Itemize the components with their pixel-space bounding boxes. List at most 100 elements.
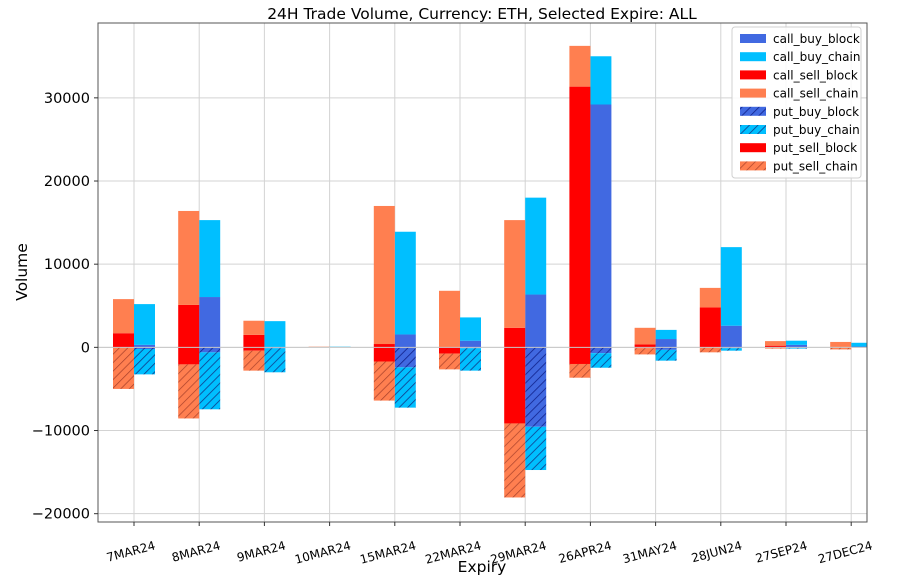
bar-put_sell_block [569,347,591,364]
bar-call_buy_chain [394,231,416,335]
bar-put_sell_chain [373,361,395,401]
bar-put_sell_chain [439,353,460,370]
bar-put_buy_chain [460,348,481,371]
legend-swatch-put_sell_chain [740,161,766,171]
bar-call_sell_block [634,344,656,348]
bar-put_sell_chain [504,423,526,498]
x-tick-label: 27DEC24 [817,538,874,566]
bar-call_buy_block [655,339,677,348]
bar-put_buy_block [655,347,677,350]
legend-label: put_buy_block [773,105,859,119]
legend: call_buy_block call_buy_chain call_sell_bl… [731,26,862,179]
bar-call_sell_chain [113,299,134,334]
bar-put_sell_chain [243,350,265,371]
legend-swatch-put_sell_block [740,143,766,153]
bar-call_buy_chain [590,56,612,105]
bar-call_buy_chain [134,304,155,345]
y-axis-label: Volume [13,243,31,301]
bar-call_sell_block [178,304,200,348]
x-tick-label: 26APR24 [557,538,613,566]
plot-frame [97,22,868,523]
legend-swatch-put_buy_block [740,106,766,116]
bar-call_buy_chain [720,247,742,326]
bar-call_sell_chain [504,220,526,328]
bar-call_sell_chain [178,210,200,305]
legend-swatch-call_buy_chain [740,52,766,62]
bar-put_buy_chain [786,347,807,349]
bar-call_sell_block [243,334,265,348]
legend-swatch-put_buy_chain [740,125,766,134]
y-tick-label: 10000 [44,257,90,273]
bar-put_sell_chain [699,347,721,353]
y-tick-label: 20000 [44,174,90,190]
bar-put_buy_chain [720,348,742,351]
bar-call_buy_block [460,340,481,348]
bar-call_buy_chain [786,340,807,345]
bar-put_buy_block [394,347,416,368]
bar-call_buy_block [134,344,155,348]
bar-put_buy_chain [394,367,416,408]
legend-swatch-call_sell_chain [740,88,766,98]
legend-label: call_buy_chain [773,50,860,64]
bar-call_sell_block [504,327,526,348]
bar-put_buy_chain [134,349,155,375]
bar-call_sell_block [699,307,721,348]
bar-put_sell_chain [569,363,591,378]
legend-swatch-call_sell_block [740,70,766,80]
bar-put_buy_block [590,347,612,354]
legend-label: put_sell_chain [773,159,858,173]
bar-call_sell_block [765,345,786,348]
x-tick-label: 7MAR24 [105,538,157,564]
bar-call_buy_chain [460,317,481,341]
x-tick-label: 15MAR24 [358,538,417,566]
x-tick-label: 27SEP24 [754,538,809,565]
bar-put_sell_chain [178,364,200,419]
bar-call_sell_chain [439,290,460,348]
bar-call_buy_block [590,104,612,348]
x-axis-label: Expiry [458,558,507,576]
bar-put_sell_block [373,347,395,362]
bar-put_sell_chain [765,347,786,349]
y-tick-label: −20000 [32,507,90,523]
bar-call_sell_chain [830,341,852,347]
bar-call_sell_chain [699,287,721,308]
bar-call_sell_chain [765,341,786,346]
y-tick-label: 30000 [44,91,90,107]
legend-label: put_sell_block [773,141,857,155]
bar-put_buy_block [199,347,221,353]
bar-call_buy_block [394,334,416,348]
bar-call_sell_chain [243,320,265,335]
bar-put_sell_chain [830,347,852,350]
bar-call_buy_chain [264,321,286,348]
bar-call_buy_block [720,325,742,348]
bar-call_buy_block [199,297,221,348]
legend-swatch-call_buy_block [740,34,766,43]
chart-title: 24H Trade Volume, Currency: ETH, Selecte… [267,5,697,23]
bar-put_sell_block [439,347,460,354]
x-tick-label: 28JUN24 [690,538,744,565]
legend-label: call_buy_block [773,32,860,46]
bar-put_sell_chain [113,347,134,389]
bar-put_buy_chain [264,348,286,373]
bar-put_buy_block [525,347,547,427]
y-axis: −20000 −10000 0 10000 20000 30000 [32,91,98,523]
y-tick-label: −10000 [32,424,90,440]
bar-put_buy_block [134,347,155,350]
bar-put_buy_chain [525,426,547,471]
bar-put_buy_chain [199,352,221,410]
bar-put_sell_block [243,347,265,351]
bar-call_sell_block [113,333,134,348]
legend-frame [731,26,862,179]
bar-call_buy_chain [851,342,867,347]
bar-put_sell_block [178,347,200,365]
bar-call_sell_chain [569,45,591,87]
bar-call_sell_chain [373,205,395,345]
bar-call_buy_chain [655,329,677,340]
bar-call_sell_block [373,344,395,348]
legend-label: call_sell_chain [773,87,858,101]
x-tick-label: 10MAR24 [293,538,352,566]
bar-put_sell_chain [634,348,656,355]
bar-call_sell_block [569,86,591,348]
legend-label: call_sell_block [773,68,858,82]
